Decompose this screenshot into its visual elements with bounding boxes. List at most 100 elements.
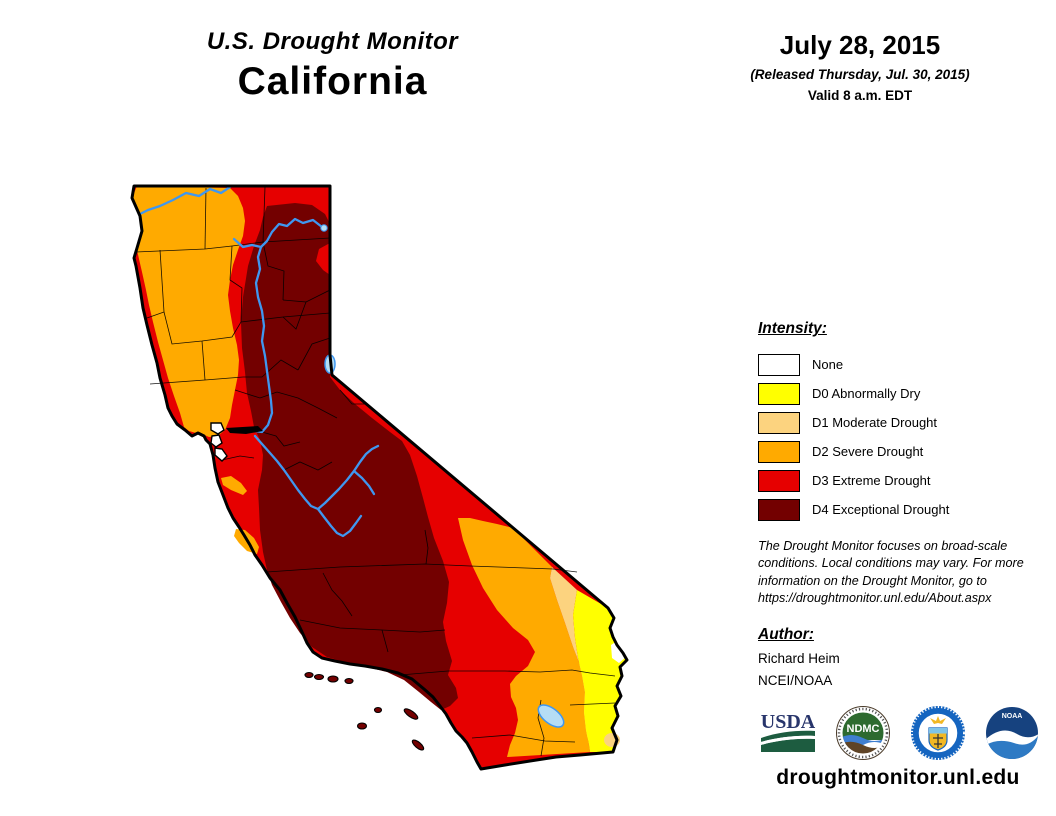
county-line — [471, 734, 576, 743]
county-line — [305, 289, 331, 303]
legend-label: D2 Severe Drought — [812, 444, 924, 459]
author-name: Richard Heim — [758, 651, 840, 666]
usda-swoosh — [761, 735, 815, 745]
swatch-d1 — [758, 411, 800, 434]
delta-water — [226, 426, 263, 434]
noaa-wordmark: NOAA — [1002, 713, 1023, 720]
legend-label: D1 Moderate Drought — [812, 415, 938, 430]
county-line — [221, 455, 255, 461]
island — [373, 706, 383, 714]
river-branch-east — [352, 469, 376, 496]
commerce-shield-chief — [928, 728, 947, 734]
legend-label: None — [812, 357, 844, 372]
usda-field-shape — [761, 738, 815, 752]
county-line — [261, 431, 301, 447]
region-d4-main — [241, 203, 458, 710]
report-title: U.S. Drought Monitor — [206, 28, 459, 55]
commerce-eagle — [929, 716, 946, 724]
author-block: Author: Richard Heim NCEI/NOAA — [758, 626, 840, 688]
county-line — [339, 389, 366, 405]
map-date: July 28, 2015 — [779, 30, 941, 60]
island-catalina — [403, 708, 419, 720]
island — [304, 671, 314, 679]
region-d2-coast-patch-1 — [221, 476, 247, 495]
island — [344, 677, 354, 685]
usda-field-shape — [761, 730, 815, 742]
region-d0-band — [573, 590, 627, 752]
county-line — [266, 563, 578, 573]
island — [313, 673, 325, 681]
island — [327, 675, 339, 683]
island-san-clemente — [411, 739, 425, 751]
county-line — [283, 461, 333, 471]
legend-label: D4 Exceptional Drought — [812, 502, 950, 517]
county-line — [569, 702, 616, 706]
partner-logos: USDA NDMC NOAA — [758, 704, 1040, 762]
county-line — [381, 629, 389, 653]
region-d1-band — [550, 567, 590, 752]
county-line — [204, 187, 207, 250]
county-line — [297, 337, 331, 371]
disclaimer-line: https://droughtmonitor.unl.edu/About.asp… — [758, 591, 992, 606]
san-pablo-bay — [210, 422, 225, 435]
state-border — [130, 184, 629, 771]
salton-sea — [537, 704, 565, 728]
page-title: California — [237, 60, 428, 103]
intensity-legend: Intensity: None D0 Abnormally Dry D1 Mod… — [758, 320, 1048, 524]
county-line — [201, 340, 206, 381]
region-d2-northwest — [132, 186, 245, 437]
valid-time: Valid 8 a.m. EDT — [807, 88, 913, 103]
swatch-d0 — [758, 382, 800, 405]
noaa-gull — [985, 730, 1038, 745]
noaa-logo: NOAA — [985, 707, 1038, 759]
county-line — [399, 669, 616, 677]
ndmc-wordmark: NDMC — [847, 723, 880, 735]
county-boundaries — [135, 186, 616, 757]
county-line — [243, 359, 299, 378]
legend-item-d3: D3 Extreme Drought — [758, 466, 1048, 495]
legend-label: D0 Abnormally Dry — [812, 386, 921, 401]
pit-river — [259, 217, 324, 249]
site-url: droughtmonitor.unl.edu — [776, 766, 1020, 789]
reservoir-dot — [320, 224, 328, 232]
commerce-anchor — [932, 734, 943, 748]
commerce-ring-text — [910, 706, 965, 760]
county-line — [424, 529, 429, 565]
klamath-river — [138, 185, 232, 216]
county-line — [322, 572, 353, 617]
usda-wordmark: USDA — [761, 711, 816, 733]
disclaimer-line: conditions. Local conditions may vary. F… — [758, 556, 1024, 571]
county-line — [262, 241, 285, 301]
legend-item-d0: D0 Abnormally Dry — [758, 379, 1048, 408]
legend-item-none: None — [758, 350, 1048, 379]
swatch-d3 — [758, 469, 800, 492]
commerce-seal — [910, 706, 965, 760]
ndmc-logo: NDMC — [836, 706, 891, 760]
ndmc-ring-text — [838, 707, 889, 759]
legend-item-d4: D4 Exceptional Drought — [758, 495, 1048, 524]
legend-label: D3 Extreme Drought — [812, 473, 931, 488]
swatch-d4 — [758, 498, 800, 521]
author-org: NCEI/NOAA — [758, 673, 833, 688]
channel-islands — [304, 671, 425, 751]
san-francisco-bay — [210, 434, 223, 448]
release-date: (Released Thursday, Jul. 30, 2015) — [750, 67, 970, 82]
legend-heading: Intensity: — [758, 320, 827, 337]
title-block: U.S. Drought Monitor California — [160, 28, 505, 104]
author-heading: Author: — [758, 626, 814, 643]
region-none-notch — [611, 641, 626, 663]
rivers — [138, 185, 380, 538]
region-d2-southeast — [458, 518, 590, 757]
river-branch-south — [316, 507, 363, 538]
legend-item-d1: D1 Moderate Drought — [758, 408, 1048, 437]
south-bay — [214, 447, 228, 462]
swatch-d2 — [758, 440, 800, 463]
island — [356, 722, 368, 730]
county-line — [262, 186, 266, 243]
disclaimer-line: information on the Drought Monitor, go t… — [758, 573, 987, 588]
legend-item-d2: D2 Severe Drought — [758, 437, 1048, 466]
county-line — [229, 245, 243, 323]
disclaimer-line: The Drought Monitor focuses on broad-sca… — [758, 539, 1008, 553]
